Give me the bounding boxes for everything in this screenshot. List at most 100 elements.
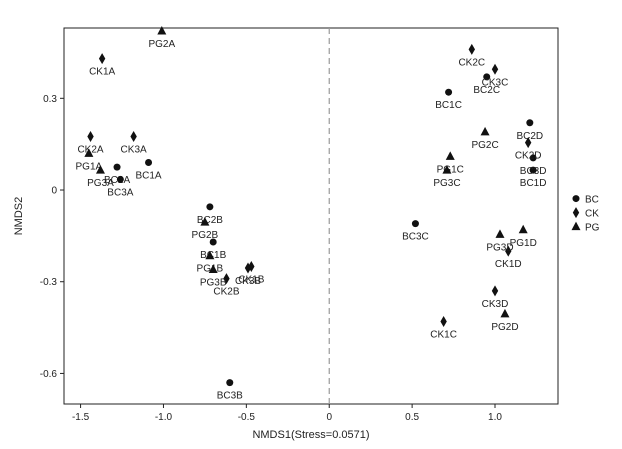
data-point-bc1b: BC1B — [200, 238, 227, 261]
triangle-marker — [445, 151, 455, 160]
diamond-marker — [87, 131, 94, 143]
data-point-ck2a: CK2A — [77, 131, 104, 156]
circle-marker — [529, 166, 537, 174]
data-point-pg3a: PG3A — [87, 165, 114, 189]
data-point-ck1c: CK1C — [430, 315, 457, 340]
legend-label: PG — [585, 223, 600, 234]
triangle-marker — [442, 165, 452, 174]
circle-marker — [206, 203, 214, 211]
data-point-bc2d: BC2D — [516, 119, 543, 142]
diamond-marker — [223, 273, 230, 285]
triangle-marker — [157, 26, 167, 35]
legend-item-ck: CK — [572, 207, 599, 220]
data-point-ck1a: CK1A — [89, 53, 116, 78]
data-point-pg1a: PG1A — [76, 148, 103, 172]
circle-marker — [113, 163, 121, 171]
data-point-ck1b: CK1B — [238, 260, 265, 285]
x-tick-label: -1.0 — [155, 412, 173, 423]
data-point-ck3d: CK3D — [482, 285, 509, 310]
point-label: BC2D — [516, 131, 543, 142]
data-point-ck3b: CK3B — [235, 262, 261, 287]
point-label: CK2D — [515, 151, 542, 162]
data-point-bc3c: BC3C — [402, 220, 429, 243]
x-tick-label: 0 — [326, 412, 332, 423]
point-label: PG1A — [76, 161, 103, 172]
data-point-ck1d: CK1D — [495, 245, 522, 270]
data-point-pg2c: PG2C — [471, 126, 499, 151]
point-label: PG3C — [433, 178, 460, 189]
data-point-pg2a: PG2A — [148, 26, 175, 50]
triangle-marker — [208, 264, 218, 273]
point-label: BC3B — [217, 391, 243, 402]
circle-marker — [445, 88, 453, 96]
y-tick-label: -0.3 — [40, 277, 58, 288]
diamond-marker — [98, 53, 106, 65]
diamond-marker — [491, 63, 499, 75]
data-point-pg3d: PG3D — [486, 229, 514, 253]
point-label: CK1A — [89, 67, 115, 78]
legend-item-bc: BC — [572, 195, 599, 206]
point-label: PG3D — [486, 242, 513, 253]
point-label: PG1B — [197, 264, 224, 275]
point-label: BC1C — [435, 100, 462, 111]
data-point-bc2c: BC2C — [473, 73, 500, 96]
circle-marker — [483, 73, 491, 81]
legend-label: CK — [585, 209, 599, 220]
y-tick-label: -0.6 — [40, 369, 58, 380]
point-label: PG2D — [491, 322, 518, 333]
point-label: CK2C — [458, 57, 485, 68]
circle-marker — [411, 220, 419, 228]
diamond-marker — [130, 131, 137, 143]
point-label: PG2B — [192, 230, 219, 241]
triangle-marker — [518, 224, 528, 234]
legend-triangle-icon — [571, 221, 581, 231]
point-label: CK1C — [430, 329, 457, 340]
x-axis: -1.5 -1.0 -0.5 0 0.5 1.0 — [72, 404, 502, 423]
data-point-pg1d: PG1D — [510, 224, 537, 249]
data-point-pg1b: PG1B — [197, 250, 224, 275]
point-label: PG1C — [437, 164, 464, 175]
legend-item-pg: PG — [571, 221, 600, 234]
data-point-pg1c: PG1C — [437, 151, 464, 175]
data-point-bc1c: BC1C — [435, 88, 462, 111]
point-label: CK1D — [495, 259, 522, 270]
circle-marker — [116, 175, 124, 183]
legend-label: BC — [585, 195, 599, 206]
y-tick-label: 0.3 — [43, 94, 57, 105]
data-point-pg3c: PG3C — [433, 165, 461, 189]
circle-marker — [209, 238, 217, 246]
point-label: PG2A — [148, 39, 175, 50]
triangle-marker — [200, 217, 210, 226]
point-label: CK1B — [238, 274, 264, 285]
circle-marker — [226, 379, 234, 387]
point-label: PG1D — [510, 238, 537, 249]
point-label: CK3D — [482, 299, 509, 310]
point-label: BC3A — [107, 187, 133, 198]
point-label: BC1B — [200, 250, 226, 261]
x-axis-label: NMDS1(Stress=0.0571) — [252, 429, 369, 441]
point-label: BC1A — [135, 171, 161, 182]
diamond-marker — [468, 43, 475, 55]
point-label: BC1D — [520, 178, 547, 189]
data-point-ck2c: CK2C — [458, 43, 485, 68]
x-tick-label: 1.0 — [488, 412, 502, 423]
point-label: CK2A — [77, 145, 103, 156]
point-label: BC2B — [197, 215, 223, 226]
circle-marker — [529, 154, 537, 162]
circle-marker — [145, 159, 153, 167]
triangle-marker — [480, 126, 490, 136]
point-label: PG3B — [200, 277, 227, 288]
point-label: BC2C — [473, 85, 500, 96]
point-label: BC3C — [402, 232, 429, 243]
diamond-marker — [524, 137, 532, 149]
data-point-bc1a: BC1A — [135, 159, 162, 182]
point-label: CK3A — [121, 145, 147, 156]
point-label: BC3D — [520, 166, 547, 177]
triangle-marker — [495, 229, 505, 238]
x-tick-label: 0.5 — [405, 412, 419, 423]
data-point-pg2b: PG2B — [192, 217, 219, 241]
point-label: CK3C — [482, 77, 509, 88]
diamond-marker — [440, 315, 447, 327]
data-point-ck2d: CK2D — [515, 137, 542, 162]
